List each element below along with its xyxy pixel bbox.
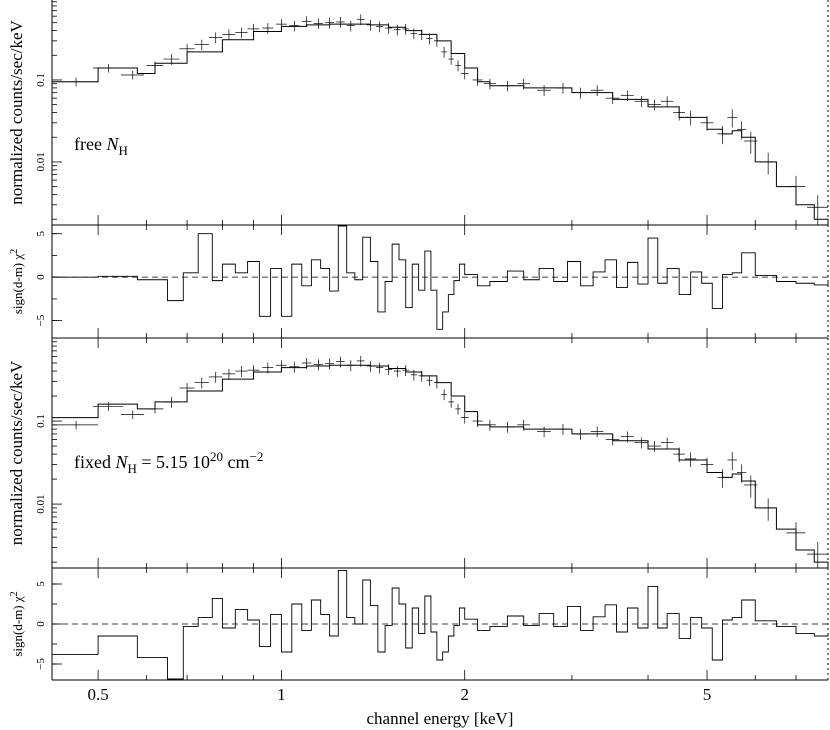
model-line	[52, 23, 829, 225]
panel-annotation: fixed NH = 5.15 1020 cm−2	[74, 449, 263, 476]
residuals-free-panel: 5 0 −5 sign(d-m) χ2	[9, 224, 829, 339]
x-tick-label: 5	[703, 685, 712, 704]
x-axis-label: channel energy [keV]	[367, 709, 514, 728]
spectrum-free-panel: 0.1 0.01 normalized counts/sec/keV free NH	[7, 0, 829, 226]
y-axis-label: sign(d-m) χ2	[9, 591, 25, 656]
y-axis-label-main: sign(d-m) χ	[10, 596, 25, 657]
y-tick-label: 0.1	[35, 73, 47, 87]
y-axis-label: sign(d-m) χ2	[9, 249, 25, 314]
y-axis-label-sup: 2	[9, 591, 20, 596]
y-tick-label: −5	[35, 314, 47, 326]
y-axis-label: normalized counts/sec/keV	[7, 19, 26, 204]
spectrum-fixed-panel: 0.1 0.01 normalized counts/sec/keV fixed NH…	[7, 337, 829, 569]
residual-histogram	[52, 225, 829, 330]
y-axis-label: normalized counts/sec/keV	[7, 360, 26, 545]
x-tick-label: 1	[277, 685, 286, 704]
residual-histogram	[52, 569, 829, 680]
panel-annotation: free NH	[74, 134, 128, 158]
x-tick-label: 0.5	[87, 685, 108, 704]
y-tick-label: −5	[35, 658, 47, 670]
y-tick-label: 5	[35, 581, 47, 587]
y-tick-label: 0.1	[35, 414, 47, 428]
y-axis-label-sup: 2	[9, 249, 20, 254]
y-tick-label: 0	[35, 274, 47, 280]
y-tick-label: 0.01	[35, 494, 47, 513]
y-axis-label-main: sign(d-m) χ	[10, 254, 25, 315]
y-tick-label: 0.01	[35, 152, 47, 171]
y-tick-label: 0	[35, 621, 47, 627]
x-tick-label: 2	[460, 685, 469, 704]
y-tick-label: 5	[35, 230, 47, 236]
